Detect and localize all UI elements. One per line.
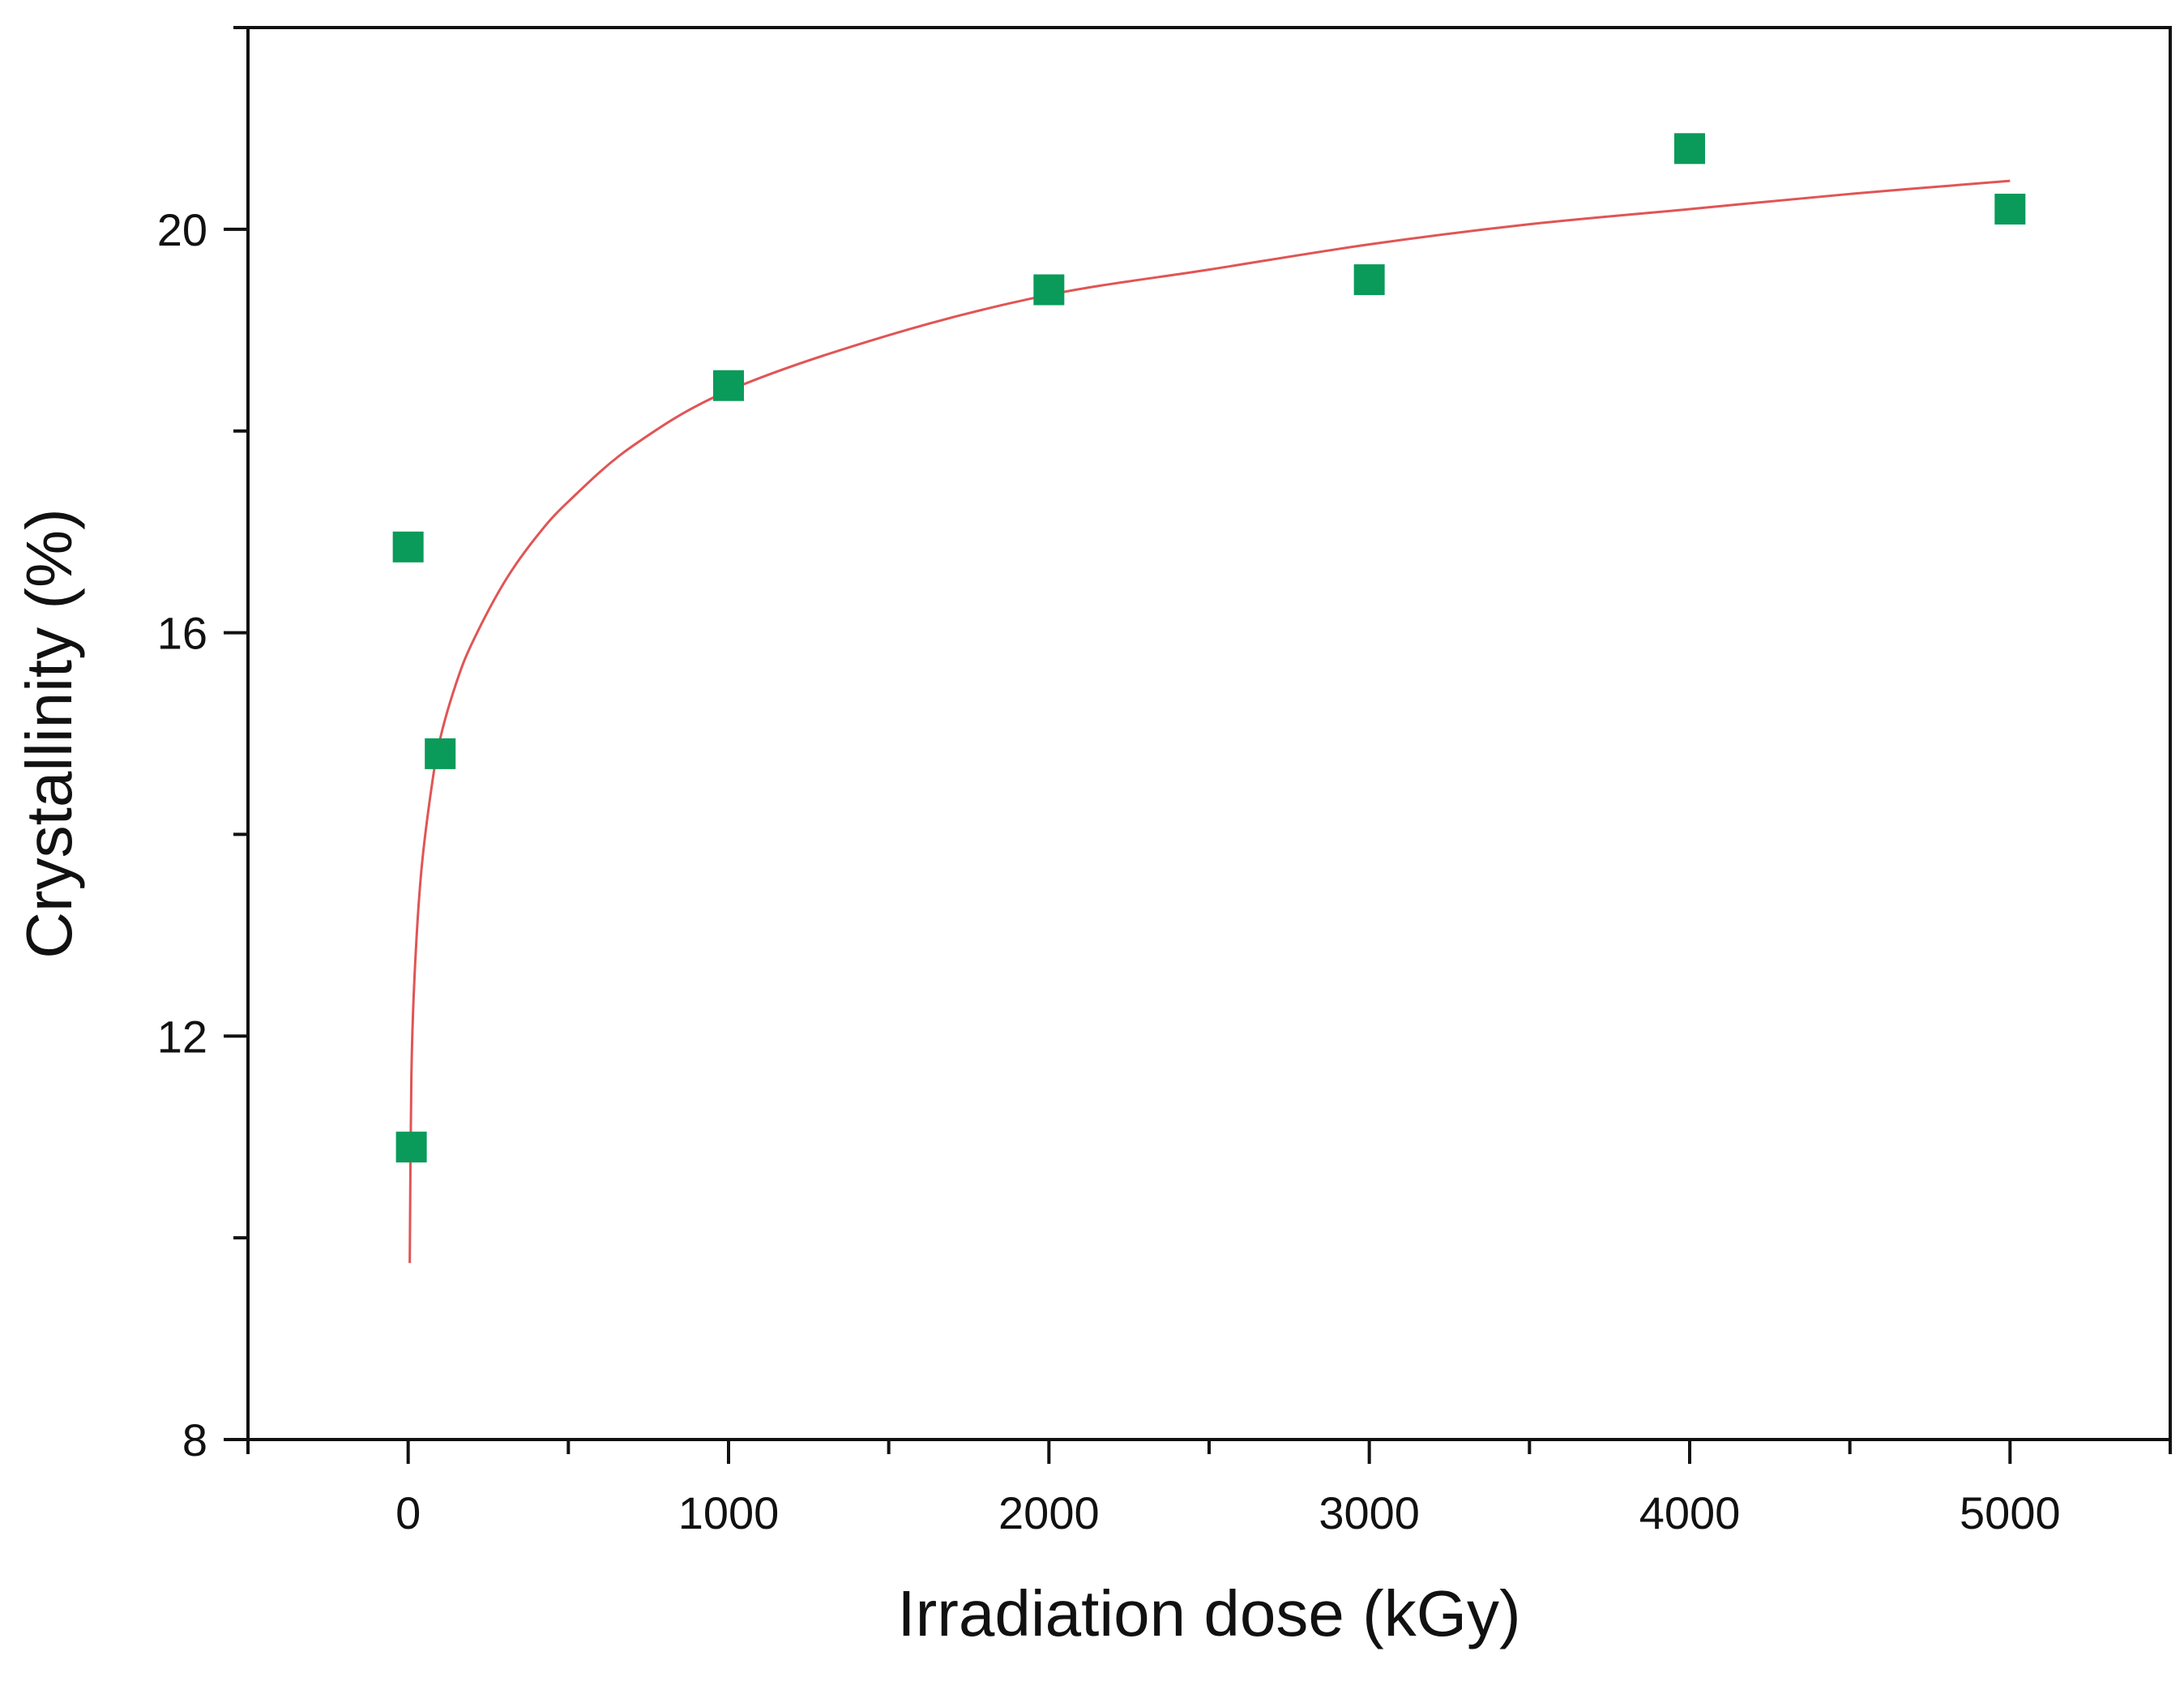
x-tick-label: 1000 — [678, 1487, 780, 1538]
y-tick-label: 20 — [157, 204, 207, 255]
axis-ticks: 0 1000 2000 3000 4000 5000 8 12 16 20 — [157, 26, 2172, 1538]
plot-frame — [246, 26, 2172, 1441]
x-tick-label: 5000 — [1960, 1487, 2061, 1538]
y-tick-label: 8 — [182, 1414, 207, 1465]
x-tick-label: 4000 — [1639, 1487, 1741, 1538]
x-tick-label: 2000 — [998, 1487, 1100, 1538]
data-point — [1994, 193, 2026, 225]
data-point — [1033, 274, 1065, 306]
x-axis-title: Irradiation dose (kGy) — [897, 1577, 1520, 1649]
data-point — [392, 531, 424, 563]
x-tick-label: 0 — [395, 1487, 421, 1538]
data-points-layer — [392, 133, 2026, 1163]
data-point — [1674, 133, 1705, 165]
data-point — [713, 370, 744, 401]
data-point — [395, 1132, 427, 1163]
y-axis-title: Crystallinity (%) — [13, 508, 85, 959]
data-point — [425, 738, 456, 769]
data-point — [1353, 264, 1385, 296]
x-tick-label: 3000 — [1319, 1487, 1420, 1538]
y-tick-label: 16 — [157, 608, 207, 659]
fit-curve — [408, 179, 2011, 1264]
fit-curve-layer — [408, 179, 2011, 1264]
y-tick-label: 12 — [157, 1011, 207, 1062]
